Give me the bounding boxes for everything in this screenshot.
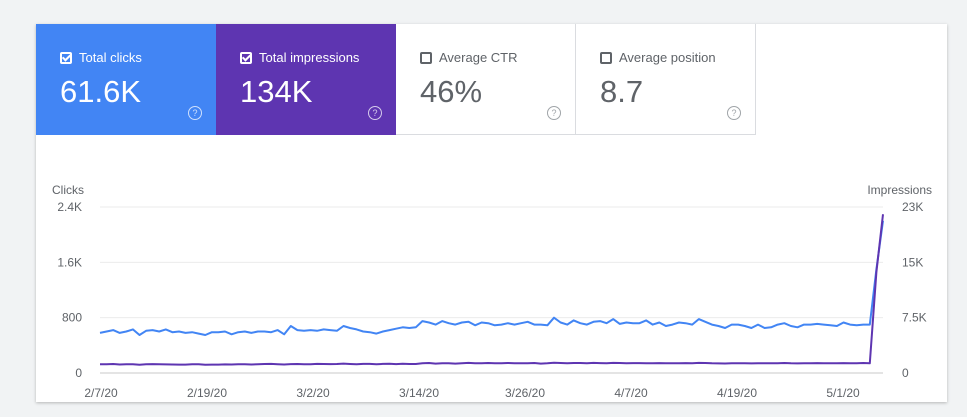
- metric-label: Total clicks: [79, 50, 142, 65]
- metric-tabs: Total clicks 61.6K ? Total impressions 1…: [36, 24, 756, 135]
- right-tick-label: 0: [902, 366, 909, 380]
- series-lines: [99, 214, 884, 366]
- metric-label: Average CTR: [439, 50, 518, 65]
- help-icon[interactable]: ?: [727, 106, 741, 120]
- left-tick-label: 1.6K: [57, 255, 82, 269]
- x-tick-label: 5/1/20: [826, 386, 860, 400]
- help-icon[interactable]: ?: [188, 106, 202, 120]
- left-tick-label: 800: [62, 311, 82, 325]
- left-tick-label: 2.4K: [57, 200, 82, 214]
- metric-label: Total impressions: [259, 50, 360, 65]
- checkbox-icon[interactable]: [60, 51, 72, 64]
- right-axis-title: Impressions: [867, 183, 932, 197]
- grid-lines: [100, 206, 883, 374]
- checkbox-icon[interactable]: [420, 51, 432, 64]
- performance-card: Total clicks 61.6K ? Total impressions 1…: [36, 24, 947, 402]
- x-tick-label: 2/7/20: [84, 386, 118, 400]
- right-tick-label: 7.5K: [902, 311, 927, 325]
- left-tick-label: 0: [75, 366, 82, 380]
- x-tick-label: 3/26/20: [505, 386, 545, 400]
- help-icon[interactable]: ?: [547, 106, 561, 120]
- x-tick-label: 4/7/20: [614, 386, 648, 400]
- left-axis-title: Clicks: [52, 183, 84, 197]
- metric-value: 61.6K: [60, 74, 142, 109]
- average-position-tab[interactable]: Average position 8.7 ?: [576, 24, 756, 135]
- right-tick-label: 15K: [902, 255, 923, 269]
- x-tick-label: 4/19/20: [717, 386, 757, 400]
- help-icon[interactable]: ?: [368, 106, 382, 120]
- performance-chart: Clicks Impressions 0 0 800 7.5K 1.6K 15K 2.4K 2…: [52, 183, 932, 400]
- x-tick-label: 2/19/20: [187, 386, 227, 400]
- series-line-clicks: [99, 220, 884, 336]
- metric-value: 134K: [240, 74, 313, 109]
- total-impressions-tab[interactable]: Total impressions 134K ?: [216, 24, 396, 135]
- total-clicks-tab[interactable]: Total clicks 61.6K ?: [36, 24, 216, 135]
- checkbox-icon[interactable]: [240, 51, 252, 64]
- average-ctr-tab[interactable]: Average CTR 46% ?: [396, 24, 576, 135]
- checkbox-icon[interactable]: [600, 51, 612, 64]
- metric-value: 8.7: [600, 74, 644, 109]
- metric-label: Average position: [619, 50, 716, 65]
- axis-ticks: 0 0 800 7.5K 1.6K 15K 2.4K 23K 2/7/20 2/19/20 3/2/…: [57, 200, 926, 400]
- right-tick-label: 23K: [902, 200, 923, 214]
- x-tick-label: 3/14/20: [399, 386, 439, 400]
- x-tick-label: 3/2/20: [296, 386, 330, 400]
- series-line-impressions: [100, 214, 884, 366]
- metric-value: 46%: [420, 74, 483, 109]
